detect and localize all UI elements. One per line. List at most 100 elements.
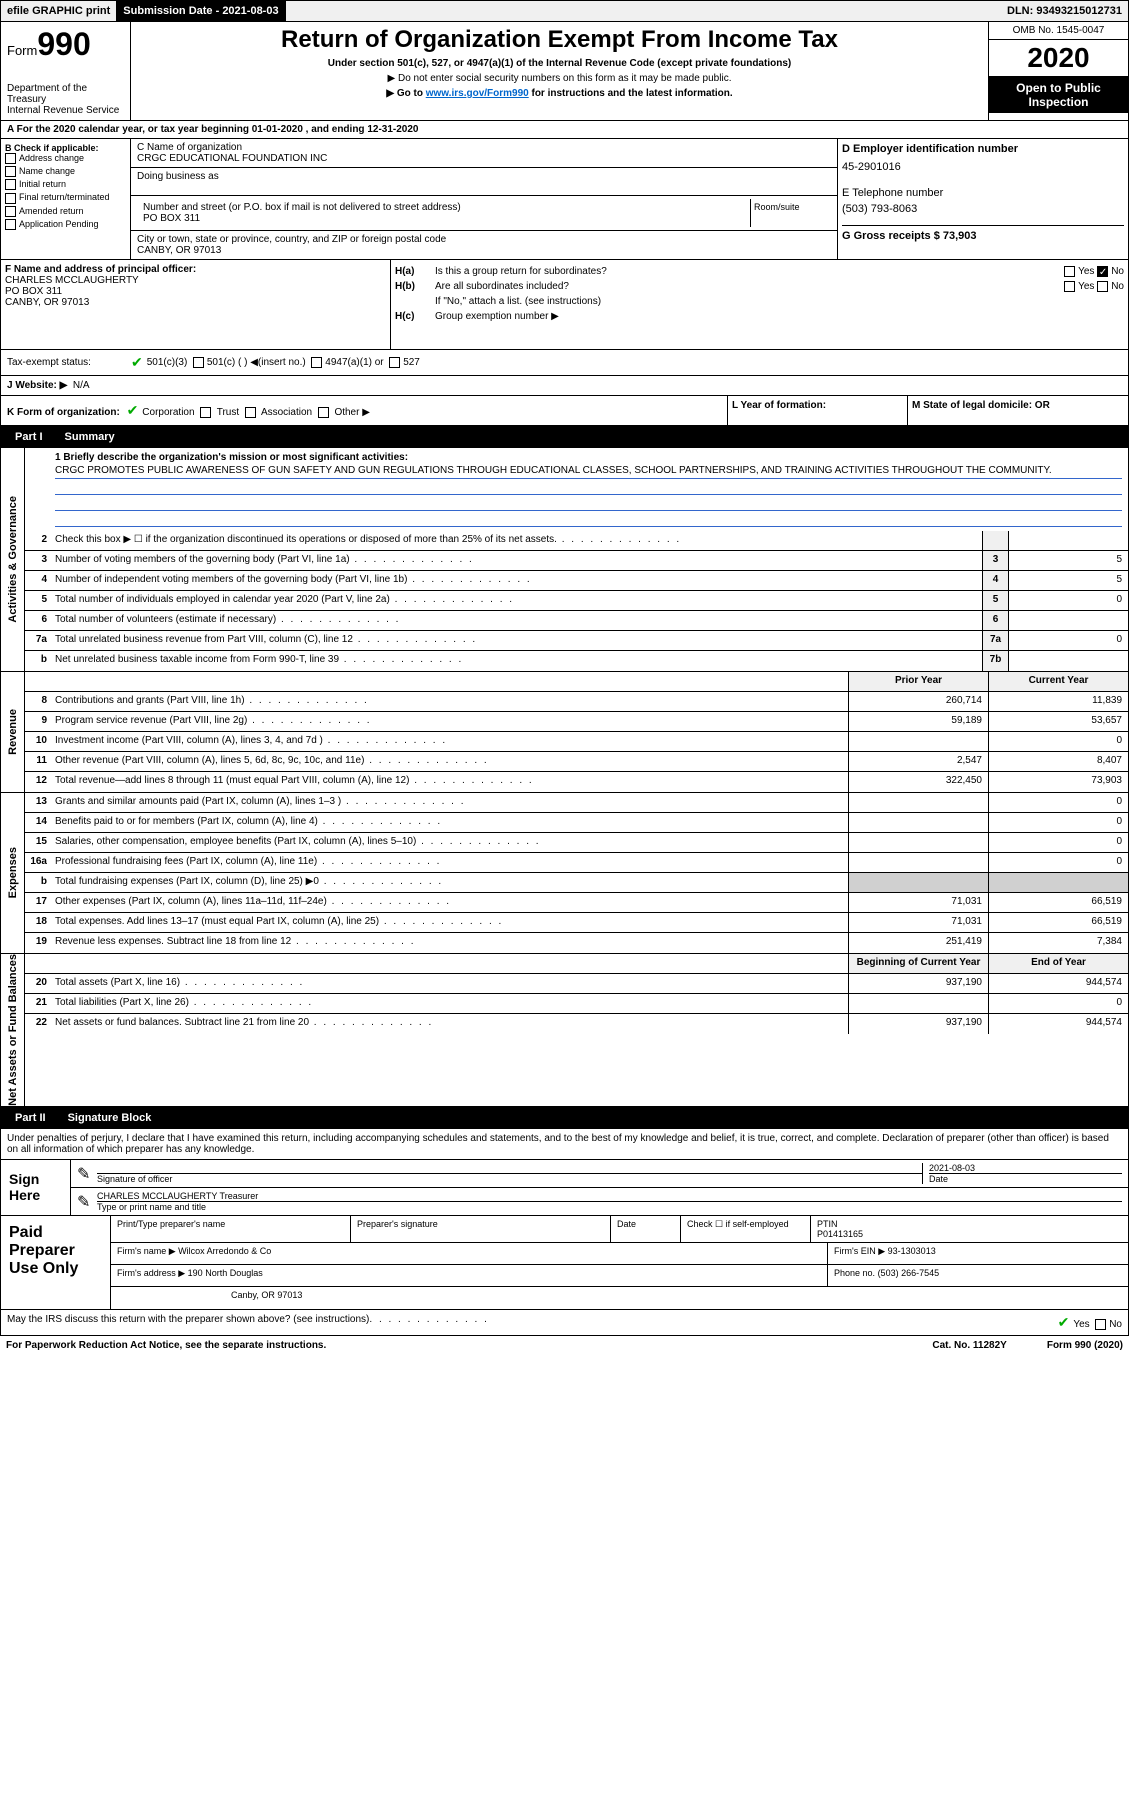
hb-label: H(b) xyxy=(395,281,435,292)
table-row: 4Number of independent voting members of… xyxy=(25,571,1128,591)
cb-initial-return[interactable]: Initial return xyxy=(5,179,126,190)
state-domicile: M State of legal domicile: OR xyxy=(908,396,1128,425)
subtitle-1: Under section 501(c), 527, or 4947(a)(1)… xyxy=(137,58,982,69)
firm-city: Canby, OR 97013 xyxy=(111,1287,1128,1309)
top-bar: efile GRAPHIC print Submission Date - 20… xyxy=(0,0,1129,22)
discuss-yesno[interactable]: ✔Yes No xyxy=(1054,1314,1122,1331)
irs-label: Internal Revenue Service xyxy=(7,105,124,116)
sign-here-block: Sign Here ✎ Signature of officer 2021-08… xyxy=(0,1160,1129,1216)
prep-self-employed[interactable]: Check ☐ if self-employed xyxy=(681,1216,811,1242)
eoy-header: End of Year xyxy=(988,954,1128,973)
form-ref: Form 990 (2020) xyxy=(1047,1340,1123,1351)
row-a-tax-year: A For the 2020 calendar year, or tax yea… xyxy=(0,121,1129,139)
ein-value: 45-2901016 xyxy=(842,161,1124,173)
opt-corp[interactable]: Corporation xyxy=(142,407,194,418)
side-netassets: Net Assets or Fund Balances xyxy=(7,954,19,1106)
subtitle-3: ▶ Go to www.irs.gov/Form990 for instruct… xyxy=(137,88,982,99)
cb-name-change[interactable]: Name change xyxy=(5,166,126,177)
dln: DLN: 93493215012731 xyxy=(1001,1,1128,21)
table-row: 3Number of voting members of the governi… xyxy=(25,551,1128,571)
gross-receipts: G Gross receipts $ 73,903 xyxy=(842,225,1124,242)
hb-text: Are all subordinates included? xyxy=(435,281,1004,292)
opt-527[interactable]: 527 xyxy=(403,357,420,368)
table-row: 10Investment income (Part VIII, column (… xyxy=(25,732,1128,752)
opt-assoc[interactable]: Association xyxy=(261,407,312,418)
firm-name: Firm's name ▶ Wilcox Arredondo & Co xyxy=(111,1243,828,1264)
part1-header: Part I Summary xyxy=(0,426,1129,448)
officer-name: CHARLES MCCLAUGHERTY Treasurer Type or p… xyxy=(97,1191,1122,1212)
table-row: 13Grants and similar amounts paid (Part … xyxy=(25,793,1128,813)
ein-label: D Employer identification number xyxy=(842,143,1124,155)
mission-blank xyxy=(55,511,1122,527)
table-row: 9Program service revenue (Part VIII, lin… xyxy=(25,712,1128,732)
part2-header: Part II Signature Block xyxy=(0,1107,1129,1129)
paid-preparer-label: Paid Preparer Use Only xyxy=(1,1216,111,1309)
table-row: bTotal fundraising expenses (Part IX, co… xyxy=(25,873,1128,893)
hb-note: If "No," attach a list. (see instruction… xyxy=(395,294,1124,309)
prior-year-header: Prior Year xyxy=(848,672,988,691)
paperwork-notice: For Paperwork Reduction Act Notice, see … xyxy=(6,1340,326,1351)
subtitle-2: ▶ Do not enter social security numbers o… xyxy=(137,73,982,84)
paid-preparer-block: Paid Preparer Use Only Print/Type prepar… xyxy=(0,1216,1129,1310)
year-formation: L Year of formation: xyxy=(728,396,908,425)
table-row: 22Net assets or fund balances. Subtract … xyxy=(25,1014,1128,1034)
side-governance: Activities & Governance xyxy=(7,496,19,623)
mission-label: 1 Briefly describe the organization's mi… xyxy=(55,452,1122,463)
main-title: Return of Organization Exempt From Incom… xyxy=(137,26,982,54)
opt-other[interactable]: Other ▶ xyxy=(334,407,369,418)
org-name-field: C Name of organization CRGC EDUCATIONAL … xyxy=(131,139,837,168)
side-expenses: Expenses xyxy=(7,847,19,898)
table-row: 18Total expenses. Add lines 13–17 (must … xyxy=(25,913,1128,933)
hb-yesno[interactable]: Yes No xyxy=(1004,281,1124,292)
block-fgh: F Name and address of principal officer:… xyxy=(0,260,1129,350)
table-row: 6Total number of volunteers (estimate if… xyxy=(25,611,1128,631)
opt-trust[interactable]: Trust xyxy=(217,407,239,418)
form-prefix: Form xyxy=(7,43,37,58)
revenue-section: Revenue Prior Year Current Year 8Contrib… xyxy=(0,672,1129,793)
website-row: J Website: ▶ N/A xyxy=(0,376,1129,396)
ha-text: Is this a group return for subordinates? xyxy=(435,266,1004,277)
opt-4947[interactable]: 4947(a)(1) or xyxy=(325,357,383,368)
cb-amended[interactable]: Amended return xyxy=(5,206,126,217)
phone-label: E Telephone number xyxy=(842,187,1124,199)
firm-phone: Phone no. (503) 266-7545 xyxy=(828,1265,1128,1286)
table-row: 7aTotal unrelated business revenue from … xyxy=(25,631,1128,651)
table-row: 8Contributions and grants (Part VIII, li… xyxy=(25,692,1128,712)
ha-label: H(a) xyxy=(395,266,435,277)
efile-link[interactable]: efile GRAPHIC print xyxy=(1,1,117,21)
table-row: 20Total assets (Part X, line 16)937,1909… xyxy=(25,974,1128,994)
boy-header: Beginning of Current Year xyxy=(848,954,988,973)
table-row: 16aProfessional fundraising fees (Part I… xyxy=(25,853,1128,873)
firm-address: Firm's address ▶ 190 North Douglas xyxy=(111,1265,828,1286)
prep-sig[interactable]: Preparer's signature xyxy=(351,1216,611,1242)
governance-section: Activities & Governance 1 Briefly descri… xyxy=(0,448,1129,672)
discuss-row: May the IRS discuss this return with the… xyxy=(0,1310,1129,1336)
side-revenue: Revenue xyxy=(7,709,19,755)
room-suite: Room/suite xyxy=(751,199,831,227)
submission-date: Submission Date - 2021-08-03 xyxy=(117,1,285,21)
table-row: 2Check this box ▶ ☐ if the organization … xyxy=(25,531,1128,551)
cat-no: Cat. No. 11282Y xyxy=(932,1340,1006,1351)
phone-value: (503) 793-8063 xyxy=(842,203,1124,215)
address-field: Number and street (or P.O. box if mail i… xyxy=(131,196,837,231)
table-row: 14Benefits paid to or for members (Part … xyxy=(25,813,1128,833)
officer-signature[interactable]: Signature of officer xyxy=(97,1173,922,1184)
hc-text: Group exemption number ▶ xyxy=(435,311,1124,322)
current-year-header: Current Year xyxy=(988,672,1128,691)
opt-501c[interactable]: 501(c) ( ) ◀(insert no.) xyxy=(207,357,306,368)
opt-501c3[interactable]: 501(c)(3) xyxy=(147,357,188,368)
cb-pending[interactable]: Application Pending xyxy=(5,219,126,230)
table-row: 21Total liabilities (Part X, line 26)0 xyxy=(25,994,1128,1014)
checkmark-icon: ✔ xyxy=(131,354,143,371)
irs-link[interactable]: www.irs.gov/Form990 xyxy=(426,88,529,99)
table-row: 17Other expenses (Part IX, column (A), l… xyxy=(25,893,1128,913)
open-inspection: Open to PublicInspection xyxy=(989,77,1128,113)
cb-final-return[interactable]: Final return/terminated xyxy=(5,192,126,203)
mission-blank xyxy=(55,479,1122,495)
table-row: 11Other revenue (Part VIII, column (A), … xyxy=(25,752,1128,772)
form-number: 990 xyxy=(37,26,90,62)
tax-year: 2020 xyxy=(989,40,1128,77)
ha-yesno[interactable]: Yes ✓No xyxy=(1004,266,1124,277)
cb-address-change[interactable]: Address change xyxy=(5,153,126,164)
row-klm: K Form of organization: ✔Corporation Tru… xyxy=(0,396,1129,426)
